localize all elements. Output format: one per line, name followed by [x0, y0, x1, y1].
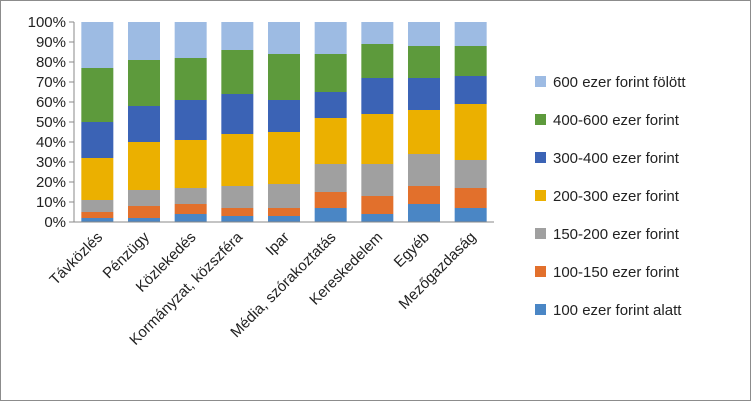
legend-label: 100-150 ezer forint [553, 264, 680, 281]
legend-swatch [535, 114, 546, 125]
bar-segment [454, 76, 487, 104]
bar-segment [128, 218, 160, 222]
bar-segment [221, 94, 254, 134]
bar-segment [314, 192, 347, 208]
y-tick-label: 30% [36, 154, 66, 171]
legend-label: 200-300 ezer forint [553, 188, 680, 205]
bar-segment [81, 200, 114, 212]
bar-segment [81, 122, 114, 158]
y-tick-label: 20% [36, 174, 66, 191]
y-tick-label: 60% [36, 94, 66, 111]
legend-label: 150-200 ezer forint [553, 226, 680, 243]
legend-swatch [535, 152, 546, 163]
bar-segment [221, 134, 254, 186]
legend-label: 600 ezer forint fölött [553, 74, 686, 91]
bar-segment [268, 22, 300, 54]
bar-segment [221, 216, 254, 222]
bar-segment [361, 214, 394, 222]
bar-segment [408, 110, 440, 154]
bar-segment [361, 44, 394, 78]
bar-segment [268, 100, 300, 132]
y-tick-label: 0% [44, 214, 66, 231]
bar-segment [128, 190, 160, 206]
bar-segment [314, 164, 347, 192]
bar-segment [221, 186, 254, 208]
bar-segment [408, 154, 440, 186]
bar-segment [408, 186, 440, 204]
bar-segment [221, 50, 254, 94]
bar-segment [408, 22, 440, 46]
legend-swatch [535, 304, 546, 315]
bar-segment [314, 22, 347, 54]
bar-segment [454, 22, 487, 46]
y-tick-label: 50% [36, 114, 66, 131]
y-tick-label: 90% [36, 34, 66, 51]
bar-segment [454, 208, 487, 222]
bar-segment [128, 106, 160, 142]
legend-swatch [535, 266, 546, 277]
bar-segment [128, 142, 160, 190]
bar-segment [174, 140, 207, 188]
bar-segment [408, 204, 440, 222]
bar-segment [174, 100, 207, 140]
x-tick-label: Távközlés [46, 229, 106, 289]
bar-segment [174, 214, 207, 222]
legend-label: 300-400 ezer forint [553, 150, 680, 167]
bar-segment [268, 184, 300, 208]
bar-segment [314, 54, 347, 92]
legend: 600 ezer forint fölött 400-600 ezer forin… [535, 74, 686, 319]
bar-segment [408, 78, 440, 110]
bar-segment [454, 104, 487, 160]
bar-segment [314, 118, 347, 164]
legend-swatch [535, 76, 546, 87]
legend-label: 100 ezer forint alatt [553, 302, 682, 319]
bar-segment [361, 196, 394, 214]
y-tick-label: 70% [36, 74, 66, 91]
bar-segment [361, 164, 394, 196]
bar-segment [314, 92, 347, 118]
bar-segment [268, 208, 300, 216]
bar-segment [81, 22, 114, 68]
bar-segment [268, 54, 300, 100]
bar-segment [174, 22, 207, 58]
bar-segment [454, 188, 487, 208]
legend-swatch [535, 228, 546, 239]
y-tick-label: 100% [28, 14, 66, 31]
bar-segment [221, 22, 254, 50]
bar-segment [128, 22, 160, 60]
y-tick-label: 80% [36, 54, 66, 71]
bar-segment [81, 158, 114, 200]
bar-segment [268, 132, 300, 184]
bar-segment [454, 46, 487, 76]
x-tick-label: Egyéb [391, 229, 433, 271]
y-tick-label: 40% [36, 134, 66, 151]
bar-segment [81, 218, 114, 222]
bar-segment [128, 60, 160, 106]
bar-segment [361, 114, 394, 164]
legend-swatch [535, 190, 546, 201]
bar-segment [81, 212, 114, 218]
x-tick-label: Ipar [263, 229, 293, 259]
bar-segment [408, 46, 440, 78]
bar-segment [361, 78, 394, 114]
bar-segment [174, 58, 207, 100]
y-tick-label: 10% [36, 194, 66, 211]
bar-segment [174, 188, 207, 204]
bar-segment [361, 22, 394, 44]
bar-segment [81, 68, 114, 122]
bar-segment [128, 206, 160, 218]
bar-segment [454, 160, 487, 188]
bar-segment [268, 216, 300, 222]
bar-segment [174, 204, 207, 214]
legend-label: 400-600 ezer forint [553, 112, 680, 129]
y-axis: 0% 10% 20% 30% 40% 50% 60% 70% 80% 90% 100% [28, 14, 75, 231]
bar-segment [221, 208, 254, 216]
bar-segment [314, 208, 347, 222]
bars [81, 22, 487, 222]
